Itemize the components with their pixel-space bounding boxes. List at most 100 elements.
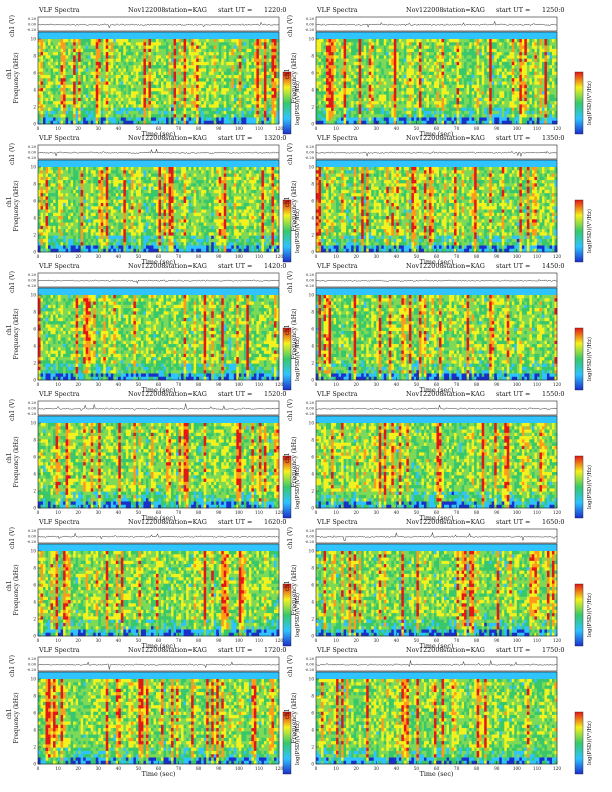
spectrogram-panel: VLF Spectra Nov122008 station=KAG start UT … xyxy=(6,6,301,138)
spectrogram-cell xyxy=(46,59,49,63)
spectrogram-cell xyxy=(156,85,159,89)
spectrogram-cell xyxy=(113,49,116,53)
spectrogram-cell xyxy=(319,98,322,102)
spectrogram-cell xyxy=(156,39,159,43)
spectrogram-cell xyxy=(166,85,169,89)
spectrogram-cell xyxy=(186,82,189,86)
spectrogram-cell xyxy=(103,88,106,92)
spectrogram-cell xyxy=(76,95,79,99)
spectrogram-cell xyxy=(171,95,174,99)
spectrogram-cell xyxy=(106,88,109,92)
spectrogram-cell xyxy=(249,82,252,86)
x-tick-label: 30 xyxy=(96,126,102,131)
spectrogram-cell xyxy=(254,72,257,76)
spectrogram-cell xyxy=(123,98,126,102)
spectrogram-cell xyxy=(176,59,179,63)
spectrogram-cell xyxy=(244,104,247,108)
spectrogram-cell xyxy=(271,98,274,102)
x-tick-label: 20 xyxy=(75,126,81,131)
spectrogram-cell xyxy=(256,88,259,92)
spectrogram-cell xyxy=(239,72,242,76)
spectrogram-cell xyxy=(171,46,174,50)
spectrogram-cell xyxy=(321,72,324,76)
spectrogram-cell xyxy=(261,59,264,63)
spectrogram-cell xyxy=(266,62,269,66)
spectrogram-cell xyxy=(141,111,144,115)
spectrogram-cell xyxy=(256,68,259,72)
spectrogram-cell xyxy=(231,82,234,86)
spectrogram-cell xyxy=(66,111,69,115)
spectrogram-cell xyxy=(189,46,192,50)
spectrogram-cell xyxy=(73,62,76,66)
spectrogram-cell xyxy=(216,52,219,56)
spectrogram-cell xyxy=(148,101,151,105)
spectrogram-cell xyxy=(103,62,106,66)
spectrogram-cell xyxy=(159,108,162,112)
spectrogram-cell xyxy=(103,68,106,72)
spectrogram-cell xyxy=(166,98,169,102)
spectrogram-cell xyxy=(316,52,319,56)
spectrogram-cell xyxy=(133,39,136,43)
spectrogram-cell xyxy=(214,52,217,56)
spectrogram-cell xyxy=(123,49,126,53)
spectrogram-cell xyxy=(229,59,232,63)
spectrogram-cell xyxy=(199,88,202,92)
spectrogram-cell xyxy=(126,111,129,115)
spectrogram-cell xyxy=(46,98,49,102)
spectrogram-cell xyxy=(91,104,94,108)
spectrogram-cell xyxy=(43,72,46,76)
spectrogram-cell xyxy=(201,65,204,69)
spectrogram-cell xyxy=(146,78,149,82)
spectrogram-cell xyxy=(46,78,49,82)
spectrogram-cell xyxy=(241,52,244,56)
spectrogram-cell xyxy=(118,39,121,43)
waveform-axis-label: ch1 (V) xyxy=(287,15,294,37)
spectrogram-cell xyxy=(214,78,217,82)
spectrogram-cell xyxy=(123,52,126,56)
spectrogram-cell xyxy=(234,95,237,99)
spectrogram-cell xyxy=(234,49,237,53)
spectrogram-cell xyxy=(83,114,86,118)
spectrogram-cell xyxy=(186,72,189,76)
spectrogram-cell xyxy=(38,52,41,56)
spectrogram-cell xyxy=(239,104,242,108)
spectrogram-cell xyxy=(171,59,174,63)
spectrogram-cell xyxy=(63,108,66,112)
spectrogram-cell xyxy=(93,46,96,50)
spectrogram-cell xyxy=(196,39,199,43)
spectrogram-cell xyxy=(221,88,224,92)
spectrogram-cell xyxy=(316,101,319,105)
spectrogram-cell xyxy=(73,52,76,56)
spectrogram-cell xyxy=(118,42,121,46)
spectrogram-cell xyxy=(264,72,267,76)
spectrogram-cell xyxy=(93,98,96,102)
spectrogram-cell xyxy=(143,98,146,102)
spectrogram-cell xyxy=(118,59,121,63)
spectrogram-cell xyxy=(126,65,129,69)
spectrogram-cell xyxy=(66,98,69,102)
spectrogram-cell xyxy=(184,82,187,86)
spectrogram-cell xyxy=(81,39,84,43)
spectrogram-cell xyxy=(53,68,56,72)
spectrogram-cell xyxy=(321,42,324,46)
spectrogram-cell xyxy=(169,111,172,115)
spectrogram-cell xyxy=(211,42,214,46)
spectrogram-cell xyxy=(316,49,319,53)
spectrogram-cell xyxy=(319,117,322,121)
spectrogram-cell xyxy=(184,85,187,89)
spectrogram-cell xyxy=(138,78,141,82)
spectrogram-cell xyxy=(174,88,177,92)
spectrogram-cell xyxy=(138,85,141,89)
spectrogram-cell xyxy=(88,75,91,79)
spectrogram-cell xyxy=(174,39,177,43)
spectrogram-cell xyxy=(266,75,269,79)
spectrogram-cell xyxy=(249,88,252,92)
spectrogram-cell xyxy=(51,114,54,118)
spectrogram-cell xyxy=(166,65,169,69)
spectrogram-cell xyxy=(239,95,242,99)
spectrogram-cell xyxy=(111,55,114,59)
spectrogram-cell xyxy=(199,68,202,72)
spectrogram-cell xyxy=(249,65,252,69)
spectrogram-cell xyxy=(113,39,116,43)
spectrogram-cell xyxy=(234,39,237,43)
